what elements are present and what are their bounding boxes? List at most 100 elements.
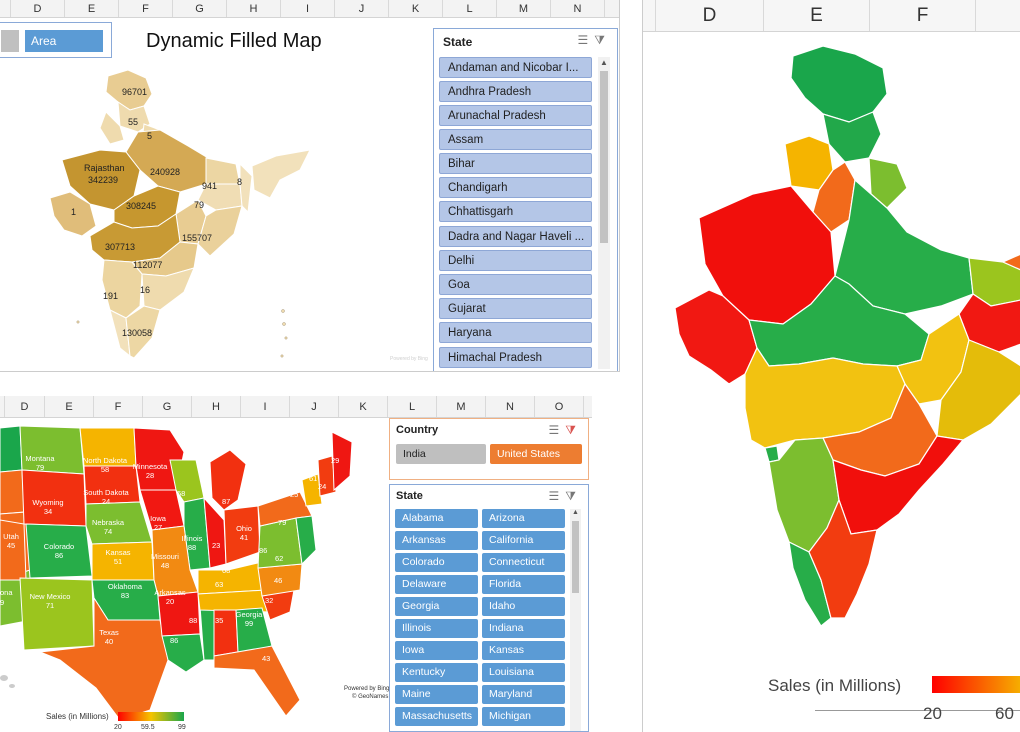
slicer-item[interactable]: Illinois bbox=[395, 619, 478, 638]
state-label: South Dakota 24 bbox=[83, 488, 129, 506]
multi-select-icon[interactable]: ☰ bbox=[577, 33, 595, 47]
col-header[interactable]: F bbox=[870, 0, 976, 31]
col-header[interactable]: D bbox=[11, 0, 65, 17]
slicer-item[interactable]: Bihar bbox=[439, 153, 592, 174]
scroll-up-arrow[interactable]: ▲ bbox=[600, 58, 608, 67]
country-item-india[interactable]: India bbox=[396, 444, 486, 464]
slicer-item[interactable]: Connecticut bbox=[482, 553, 565, 572]
col-header[interactable]: E bbox=[65, 0, 119, 17]
slicer-item[interactable]: Indiana bbox=[482, 619, 565, 638]
slicer-item[interactable]: Andaman and Nicobar I... bbox=[439, 57, 592, 78]
slicer-item[interactable]: Maryland bbox=[482, 685, 565, 704]
multi-select-icon[interactable]: ☰ bbox=[548, 423, 566, 437]
slicer-item[interactable]: Haryana bbox=[439, 322, 592, 343]
slicer-item[interactable]: Louisiana bbox=[482, 663, 565, 682]
slicer-item[interactable]: California bbox=[482, 531, 565, 550]
clear-filter-icon[interactable]: ⧩ bbox=[594, 33, 611, 47]
col-header[interactable]: D bbox=[5, 396, 45, 417]
col-header[interactable]: E bbox=[764, 0, 870, 31]
slicer-item[interactable]: Kentucky bbox=[395, 663, 478, 682]
col-header[interactable]: D bbox=[656, 0, 764, 31]
map-label: 342239 bbox=[88, 175, 119, 185]
slicer-item[interactable]: Delaware bbox=[395, 575, 478, 594]
col-header[interactable]: H bbox=[192, 396, 241, 417]
slicer-item[interactable]: Goa bbox=[439, 274, 592, 295]
state-label: Kansas 51 bbox=[105, 548, 131, 566]
slicer-item[interactable]: Alabama bbox=[395, 509, 478, 528]
col-header[interactable]: L bbox=[388, 396, 437, 417]
column-header-row: D E F bbox=[643, 0, 1020, 32]
india-filled-map[interactable] bbox=[48, 66, 318, 366]
india-sales-map[interactable] bbox=[673, 44, 1020, 636]
col-header[interactable]: F bbox=[119, 0, 173, 17]
col-header[interactable]: I bbox=[281, 0, 335, 17]
state-illinois bbox=[183, 497, 211, 571]
slicer-item[interactable]: Florida bbox=[482, 575, 565, 594]
slicer-item[interactable]: Delhi bbox=[439, 250, 592, 271]
col-header[interactable]: M bbox=[497, 0, 551, 17]
field-button-left[interactable] bbox=[1, 30, 19, 52]
col-header[interactable]: K bbox=[389, 0, 443, 17]
country-item-united-states[interactable]: United States bbox=[490, 444, 582, 464]
value-label: 68 bbox=[222, 566, 231, 575]
col-header[interactable]: N bbox=[551, 0, 605, 17]
state-label: Missouri 48 bbox=[151, 552, 179, 570]
col-header[interactable]: J bbox=[290, 396, 339, 417]
slicer-scrollbar[interactable]: ▲ bbox=[598, 57, 610, 369]
slicer-item[interactable]: Massachusetts bbox=[395, 707, 478, 726]
col-header[interactable]: I bbox=[241, 396, 290, 417]
slicer-item[interactable]: Maine bbox=[395, 685, 478, 704]
value-label: 32 bbox=[265, 596, 274, 605]
clear-filter-icon[interactable]: ⧩ bbox=[565, 423, 582, 437]
map-label: 5 bbox=[147, 131, 153, 141]
legend-title: Sales (in Millions) bbox=[46, 712, 109, 721]
slicer-item[interactable]: Andhra Pradesh bbox=[439, 81, 592, 102]
slicer-item[interactable]: Michigan bbox=[482, 707, 565, 726]
slicer-item[interactable]: Arunachal Pradesh bbox=[439, 105, 592, 126]
slicer-item[interactable]: Himachal Pradesh bbox=[439, 347, 592, 368]
col-header[interactable]: J bbox=[335, 0, 389, 17]
region-uk bbox=[868, 157, 908, 209]
map-label: 96701 bbox=[122, 87, 148, 97]
slicer-item[interactable]: Arizona bbox=[482, 509, 565, 528]
col-header[interactable]: F bbox=[94, 396, 143, 417]
col-header[interactable]: H bbox=[227, 0, 281, 17]
slicer-item[interactable]: Gujarat bbox=[439, 298, 592, 319]
scroll-up-arrow[interactable]: ▲ bbox=[572, 509, 579, 516]
col-header[interactable]: O bbox=[535, 396, 584, 417]
slicer-item[interactable]: Colorado bbox=[395, 553, 478, 572]
col-header[interactable]: E bbox=[45, 396, 94, 417]
state-texas bbox=[39, 596, 169, 720]
us-sales-map[interactable] bbox=[0, 420, 360, 720]
region-sikkim-ne bbox=[1001, 253, 1020, 271]
scroll-thumb[interactable] bbox=[572, 521, 579, 593]
col-header[interactable]: G bbox=[173, 0, 227, 17]
state-label: Nebraska 74 bbox=[91, 518, 125, 536]
slicer-item[interactable]: Dadra and Nagar Haveli ... bbox=[439, 226, 592, 247]
slicer-item[interactable]: Assam bbox=[439, 129, 592, 150]
slicer-item[interactable]: Chandigarh bbox=[439, 177, 592, 198]
map-label: Rajasthan bbox=[84, 163, 125, 173]
scroll-thumb[interactable] bbox=[600, 71, 608, 243]
slicer-scrollbar[interactable]: ▲ bbox=[570, 509, 581, 731]
state-label: Ohio 41 bbox=[236, 524, 252, 542]
col-header[interactable]: K bbox=[339, 396, 388, 417]
col-header[interactable]: N bbox=[486, 396, 535, 417]
slicer-item[interactable]: Chhattisgarh bbox=[439, 201, 592, 222]
value-label: 24 bbox=[318, 482, 327, 491]
slicer-item[interactable]: Idaho bbox=[482, 597, 565, 616]
value-label: 62 bbox=[275, 554, 284, 563]
map-label: 240928 bbox=[150, 167, 181, 177]
clear-filter-icon[interactable]: ⧩ bbox=[565, 489, 582, 503]
slicer-item[interactable]: Kansas bbox=[482, 641, 565, 660]
area-field-button[interactable]: Area bbox=[25, 30, 103, 52]
slicer-item[interactable]: Arkansas bbox=[395, 531, 478, 550]
slicer-item[interactable]: Iowa bbox=[395, 641, 478, 660]
col-header[interactable]: G bbox=[143, 396, 192, 417]
value-label: ona bbox=[0, 588, 13, 597]
multi-select-icon[interactable]: ☰ bbox=[548, 489, 566, 503]
slicer-item[interactable]: Georgia bbox=[395, 597, 478, 616]
map-label: 191 bbox=[103, 291, 119, 301]
col-header[interactable]: M bbox=[437, 396, 486, 417]
col-header[interactable]: L bbox=[443, 0, 497, 17]
